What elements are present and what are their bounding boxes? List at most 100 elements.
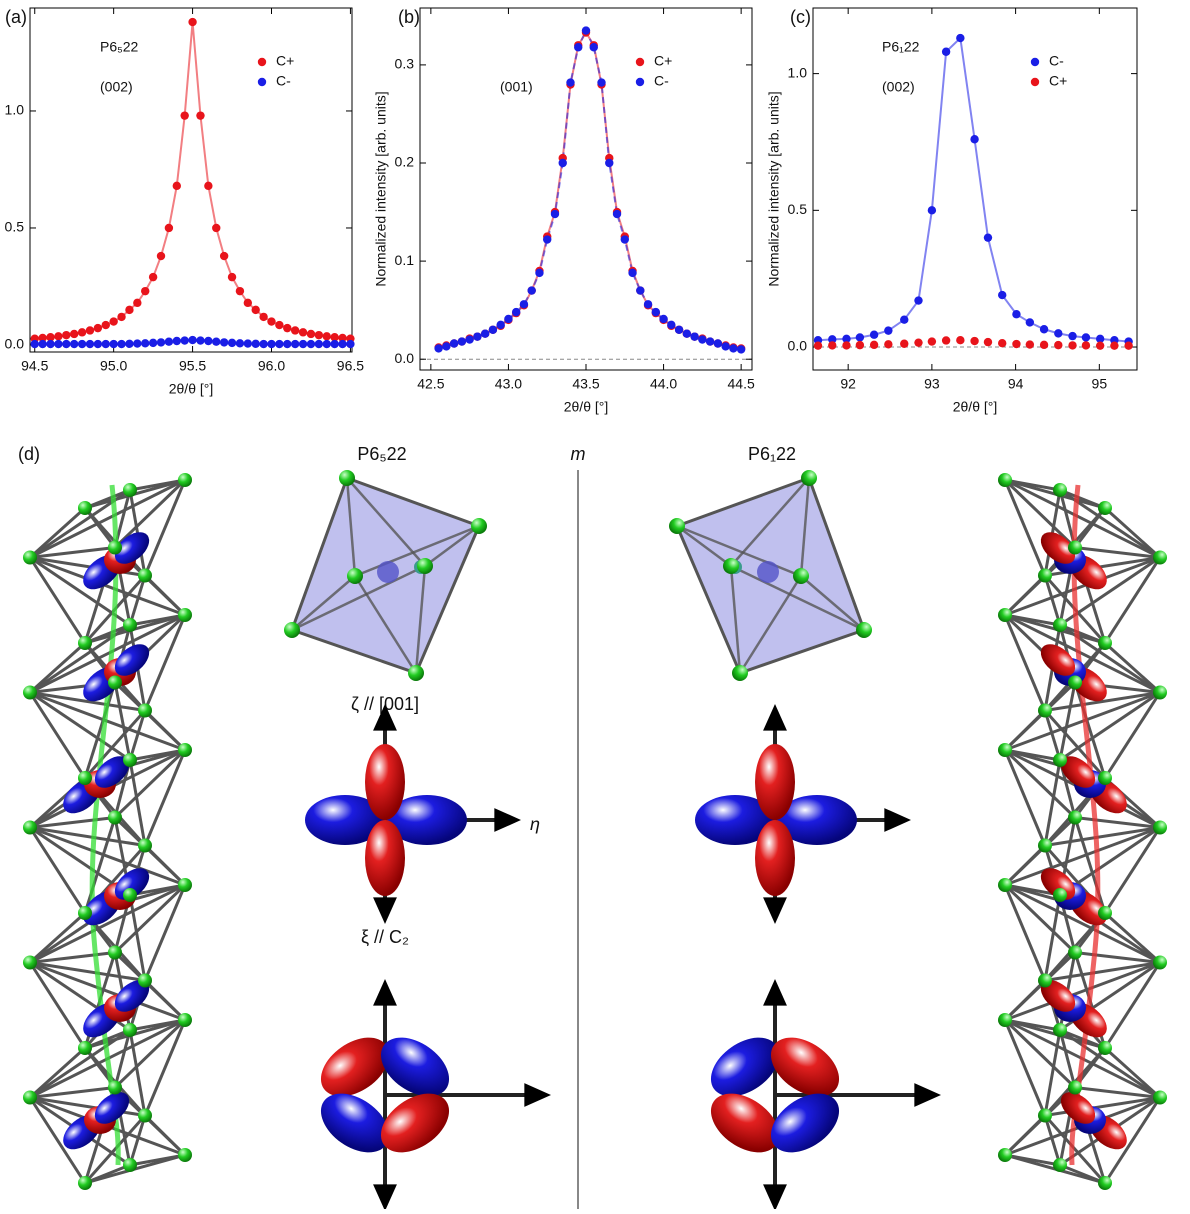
lobe — [305, 795, 385, 845]
orbital — [305, 704, 521, 924]
atom — [78, 501, 92, 515]
data-point — [527, 286, 536, 295]
bond — [28, 1046, 87, 1099]
lobe — [114, 980, 150, 1012]
bond — [29, 691, 146, 712]
edge — [291, 564, 426, 632]
data-point — [828, 335, 837, 344]
atom — [1153, 1090, 1167, 1105]
data-point — [884, 340, 893, 349]
atom — [1098, 906, 1112, 920]
bond — [83, 682, 117, 779]
bond — [129, 478, 186, 492]
data-point — [983, 337, 993, 347]
data-point — [259, 312, 268, 322]
bond — [1074, 546, 1161, 559]
atom — [1068, 1080, 1082, 1095]
panel-label: (b) — [398, 7, 420, 27]
orbital — [320, 979, 551, 1211]
atom — [138, 1108, 152, 1123]
bond — [29, 613, 186, 694]
data-point — [956, 33, 965, 43]
data-point — [69, 339, 79, 349]
annotation: P6₁22 — [882, 39, 920, 55]
atom — [998, 473, 1012, 487]
lobe — [114, 532, 150, 564]
data-point — [900, 315, 909, 324]
data-point — [900, 339, 909, 348]
lobe — [1040, 644, 1076, 676]
data-point — [535, 268, 544, 278]
bond — [29, 961, 186, 1022]
bond — [128, 575, 147, 626]
arrow-head — [763, 1184, 787, 1211]
bond — [128, 759, 147, 846]
lobe — [770, 1093, 840, 1153]
data-point — [941, 47, 951, 56]
lobe — [770, 1037, 840, 1097]
bond — [28, 826, 87, 914]
arrow-head — [494, 808, 521, 832]
data-point — [141, 339, 150, 348]
data-point — [330, 333, 339, 342]
data-point — [243, 339, 253, 348]
atom — [757, 561, 779, 583]
x-tick-label: 96.5 — [337, 358, 364, 374]
bond — [1044, 691, 1161, 712]
bond — [1003, 883, 1077, 954]
atom — [178, 878, 192, 892]
bond — [29, 961, 146, 982]
data-point — [667, 320, 676, 330]
octahedron-left — [284, 470, 487, 681]
data-point — [338, 339, 347, 349]
bond — [1003, 884, 1047, 982]
data-point — [643, 300, 653, 309]
left-title: P6₅22 — [357, 444, 406, 464]
legend-label: C- — [654, 73, 669, 89]
bond — [1103, 506, 1162, 559]
legend-marker — [257, 77, 267, 87]
data-point — [30, 339, 39, 349]
data-point — [956, 335, 965, 345]
bond — [1074, 816, 1161, 829]
data-point — [38, 339, 47, 349]
y-tick-label: 0.2 — [395, 154, 415, 170]
atom — [123, 888, 137, 902]
bond — [1043, 759, 1062, 846]
data-point — [290, 326, 300, 335]
atom — [339, 470, 355, 486]
data-point — [235, 286, 245, 296]
lobe — [710, 1093, 780, 1153]
atom — [669, 518, 685, 534]
data-point — [267, 339, 276, 349]
data-point — [1068, 331, 1077, 341]
lobe — [380, 1037, 450, 1097]
bond — [143, 749, 187, 847]
lobe — [695, 795, 775, 845]
bond — [1004, 613, 1161, 694]
data-point — [180, 336, 189, 345]
edge — [738, 575, 803, 674]
atom — [178, 608, 192, 622]
x-tick-label: 43.0 — [495, 376, 522, 392]
atom — [23, 685, 37, 700]
data-point — [93, 323, 103, 333]
data-point — [330, 339, 339, 349]
data-point — [77, 339, 87, 349]
x-tick-label: 93 — [924, 376, 940, 392]
atom — [998, 1013, 1012, 1027]
data-point — [465, 335, 474, 344]
data-point — [125, 339, 134, 349]
bond — [29, 546, 116, 559]
lobe — [365, 744, 405, 820]
data-point — [589, 43, 598, 52]
data-point — [188, 17, 197, 27]
annotation: (001) — [500, 79, 533, 95]
x-tick-label: 94 — [1008, 376, 1024, 392]
atom — [138, 838, 152, 853]
atom — [178, 1013, 192, 1027]
atom — [23, 955, 37, 970]
bond — [28, 691, 87, 779]
data-point — [941, 336, 951, 345]
data-point — [62, 339, 71, 349]
